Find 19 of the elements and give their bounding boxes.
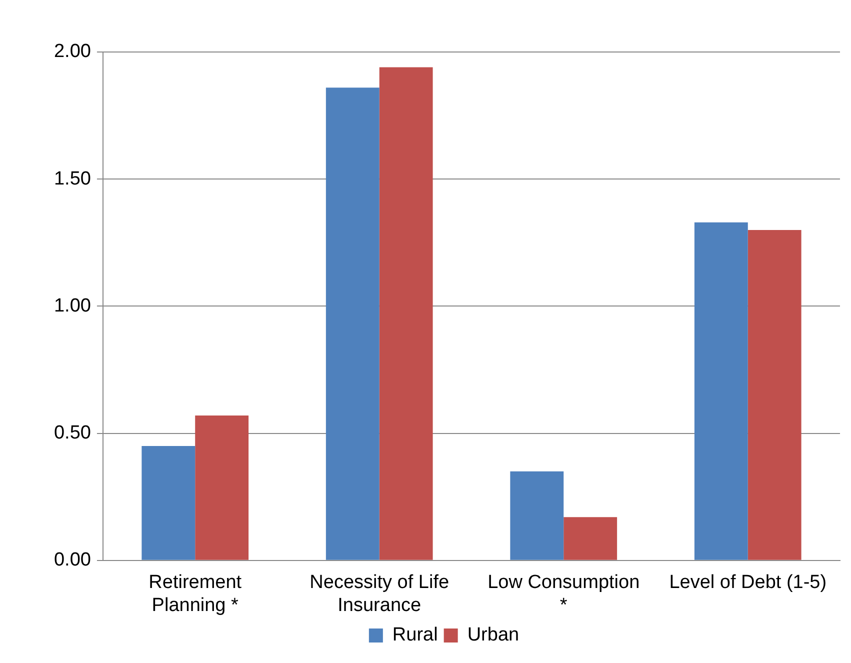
bar: [379, 67, 433, 560]
bar: [326, 88, 380, 560]
x-tick-label: Low Consumption *: [488, 572, 640, 616]
y-tick-label: 0.00: [54, 550, 91, 571]
legend-label: Urban: [467, 624, 520, 646]
bar: [510, 471, 564, 560]
legend-label: Rural: [392, 624, 438, 646]
y-tick-label: 0.50: [54, 422, 91, 444]
bar: [694, 222, 748, 560]
y-tick-label: 1.00: [54, 295, 91, 316]
x-tick-label: Level of Debt (1-5): [669, 572, 827, 594]
y-tick-label: 2.00: [54, 41, 91, 62]
bar: [564, 517, 618, 560]
y-tick-label: 1.50: [54, 168, 91, 190]
bar: [748, 230, 802, 560]
bar: [195, 416, 249, 560]
bar: [142, 446, 196, 560]
x-tick-label: Necessity of Life Insurance: [310, 572, 450, 616]
x-tick-label: Retirement Planning *: [148, 572, 242, 616]
